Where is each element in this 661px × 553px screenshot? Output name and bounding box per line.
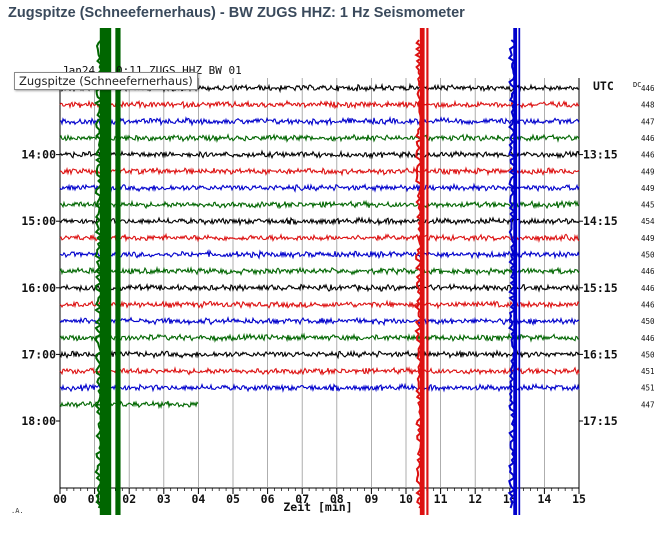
x-tick-label: 00: [53, 492, 67, 506]
event-oscillation: [94, 39, 104, 509]
dc-offset-value: 446: [641, 151, 655, 160]
seismogram-trace: [59, 216, 580, 227]
left-time-label: 17:00: [21, 347, 56, 361]
right-time-label: 16:15: [583, 347, 618, 361]
seismogram-trace: [59, 232, 580, 243]
dc-offset-value: 445: [641, 201, 655, 210]
event-oscillation: [414, 39, 424, 509]
left-time-label: 15:00: [21, 214, 56, 228]
dc-offset-value: 446: [641, 300, 655, 309]
x-tick-label: 04: [191, 492, 205, 506]
event-bands: [94, 28, 521, 515]
seismogram-trace: [59, 115, 580, 127]
event-stripe: [518, 28, 521, 515]
dc-offset-value: 450: [641, 251, 655, 260]
left-time-label: 18:00: [21, 414, 56, 428]
x-tick-label: 06: [261, 492, 275, 506]
x-tick-label: 10: [399, 492, 413, 506]
left-time-label: 16:00: [21, 281, 56, 295]
seismogram-trace: [59, 349, 580, 360]
svg-text:.A.: .A.: [11, 507, 24, 515]
right-time-label: 15:15: [583, 281, 618, 295]
dc-offset-value: 454: [641, 217, 655, 226]
seismogram-trace: [59, 366, 580, 376]
plot-grid: 00 01 02 03 04 05 06 07 08 09 10 11 12 13 14 1514:0015:…: [21, 78, 618, 506]
event-stripe: [426, 28, 429, 515]
seismogram-trace: [59, 149, 580, 160]
dc-offset-value: 449: [641, 167, 655, 176]
dc-offset-value: 446: [641, 334, 655, 343]
dc-offset-value: 448: [641, 101, 655, 110]
dc-offset-value: 446: [641, 284, 655, 293]
dc-offset-value: 446: [641, 84, 655, 93]
dc-offset-value: 449: [641, 184, 655, 193]
event-stripe: [115, 28, 121, 515]
left-time-label: 14:00: [21, 148, 56, 162]
x-tick-label: 15: [572, 492, 586, 506]
seismogram-traces: 446 448 447 446 446 449 449 445 454 449 450 446 446 4…: [59, 82, 655, 410]
dc-offset-value: 450: [641, 317, 655, 326]
seismogram-trace: [59, 299, 580, 310]
dc-label: DC: [633, 81, 641, 89]
right-time-label: 13:15: [583, 148, 618, 162]
event-oscillation: [507, 39, 518, 509]
seismogram-trace: [59, 399, 199, 410]
dc-offset-value: 449: [641, 234, 655, 243]
dc-offset-value: 447: [641, 400, 655, 409]
station-logo-icon: .A.: [11, 507, 24, 515]
x-tick-label: 02: [122, 492, 136, 506]
event-band: [507, 28, 521, 515]
seismogram-trace: [59, 382, 580, 393]
event-band: [94, 28, 121, 515]
dc-offset-value: 450: [641, 350, 655, 359]
dc-offset-value: 446: [641, 134, 655, 143]
seismogram-trace: [59, 332, 580, 343]
seismogram-trace: [59, 133, 580, 144]
x-tick-label: 14: [537, 492, 551, 506]
x-tick-label: 05: [226, 492, 240, 506]
x-tick-label: 11: [434, 492, 448, 506]
station-tooltip: Zugspitze (Schneefernerhaus): [14, 72, 198, 90]
seismogram-trace: [59, 199, 580, 210]
event-stripe: [99, 28, 112, 515]
x-tick-label: 07: [295, 492, 309, 506]
x-tick-label: 03: [157, 492, 171, 506]
dc-offset-value: 446: [641, 267, 655, 276]
dc-offset-value: 451: [641, 367, 655, 376]
x-tick-label: 09: [364, 492, 378, 506]
right-time-label: 17:15: [583, 414, 618, 428]
dc-offset-value: 447: [641, 117, 655, 126]
seismogram-trace: [60, 249, 580, 260]
seismogram-trace: [59, 316, 580, 327]
timezone-label: UTC: [593, 79, 614, 93]
seismogram-trace: [59, 182, 580, 193]
x-tick-label: 08: [330, 492, 344, 506]
x-tick-label: 12: [468, 492, 482, 506]
dc-offset-value: 451: [641, 384, 655, 393]
event-band: [414, 28, 429, 515]
seismogram-trace: [59, 282, 580, 293]
page-title: Zugspitze (Schneefernerhaus) - BW ZUGS H…: [8, 5, 465, 21]
seismogram-trace: [59, 99, 580, 110]
event-stripe: [513, 28, 518, 515]
right-time-label: 14:15: [583, 214, 618, 228]
seismogram-trace: [59, 265, 580, 277]
seismogram-trace: [59, 165, 580, 177]
x-axis-label: Zeit [min]: [283, 500, 352, 514]
